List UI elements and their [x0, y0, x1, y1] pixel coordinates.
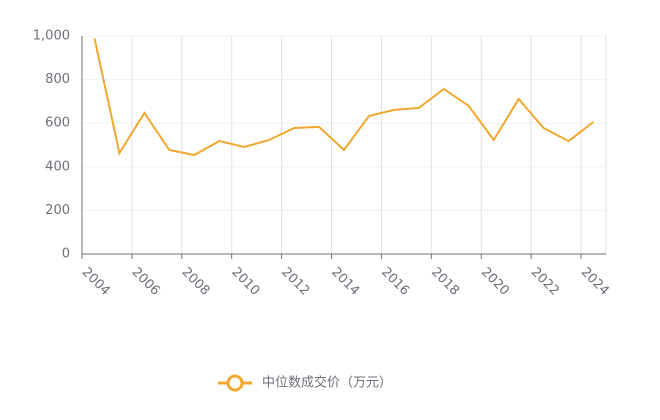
legend-marker	[226, 374, 244, 392]
x-tick-label: 2008	[179, 265, 213, 299]
x-tick-label: 2006	[129, 265, 163, 299]
x-tick-label: 2022	[528, 265, 562, 299]
y-tick-label: 400	[45, 159, 70, 174]
y-tick-label: 1,000	[33, 29, 70, 44]
x-tick-label: 2014	[328, 265, 362, 299]
x-tick-label: 2018	[428, 265, 462, 299]
line	[93, 37, 595, 157]
x-tick-label: 2016	[378, 265, 412, 299]
x-tick-label: 2004	[79, 265, 113, 299]
y-tick-label: 600	[45, 116, 70, 131]
x-tick-label: 2012	[278, 265, 312, 299]
x-tick-label: 2010	[228, 265, 262, 299]
x-tick-label: 2024	[578, 265, 612, 299]
y-tick-label: 0	[62, 247, 70, 262]
y-tick-label: 200	[45, 203, 70, 218]
x-tick-label: 2020	[478, 265, 512, 299]
y-tick-label: 800	[45, 72, 70, 87]
legend-label: 中位数成交价（万元）	[262, 375, 392, 391]
